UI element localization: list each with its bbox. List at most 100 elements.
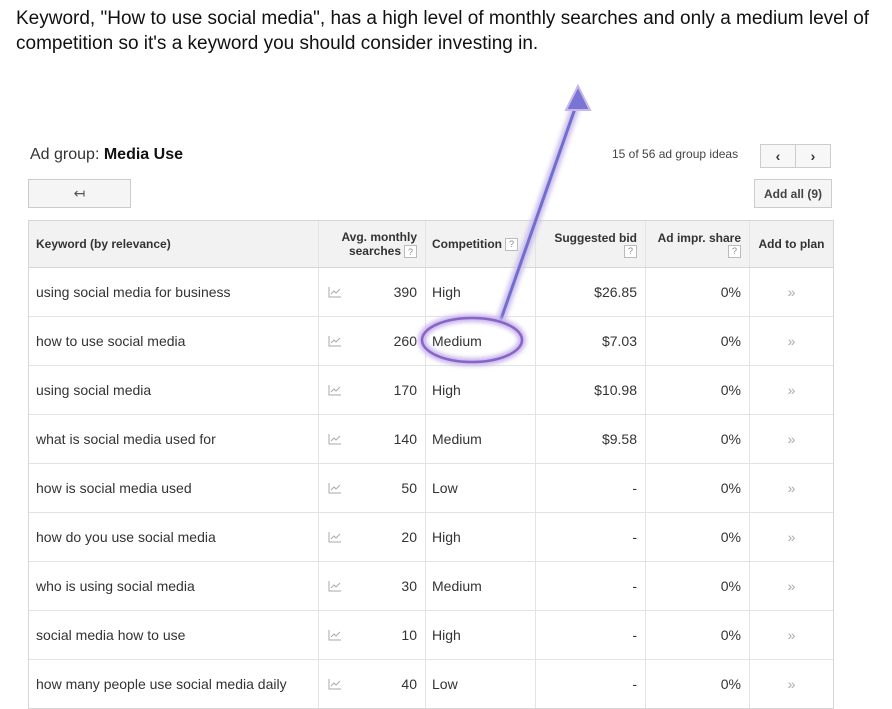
ad-group-prefix: Ad group: [30, 146, 100, 163]
keyword-cell: what is social media used for [29, 415, 319, 463]
header-competition[interactable]: Competition? [426, 221, 536, 267]
impr-share-cell: 0% [646, 660, 750, 708]
header-competition-label: Competition [432, 237, 502, 251]
keyword-cell: how to use social media [29, 317, 319, 365]
table-row: social media how to use 10 High -0% » [29, 611, 833, 660]
help-icon[interactable]: ? [505, 237, 518, 251]
keyword-cell: how is social media used [29, 464, 319, 512]
impr-share-cell: 0% [646, 562, 750, 610]
pager-nav: ‹ › [760, 144, 831, 168]
add-to-plan-button[interactable]: » [787, 382, 796, 398]
impr-share-cell: 0% [646, 366, 750, 414]
table-row: how many people use social media daily 40… [29, 660, 833, 708]
keyword-cell: how do you use social media [29, 513, 319, 561]
competition-cell: Low [426, 464, 536, 512]
searches-cell: 50 [351, 464, 426, 512]
impr-share-cell: 0% [646, 415, 750, 463]
competition-cell: High [426, 268, 536, 316]
caption-text: Keyword, "How to use social media", has … [16, 8, 870, 54]
impr-share-cell: 0% [646, 268, 750, 316]
add-to-plan-button[interactable]: » [787, 284, 796, 300]
competition-cell: Medium [426, 562, 536, 610]
keyword-cell: using social media [29, 366, 319, 414]
table-row: how to use social media 260 Medium $7.03 0% » [29, 317, 833, 366]
header-avg-searches[interactable]: Avg. monthly searches? [319, 221, 426, 267]
ad-group-title: Ad group: Media Use [30, 146, 183, 164]
table-row: who is using social media 30 Medium -0% » [29, 562, 833, 611]
header-keyword[interactable]: Keyword (by relevance) [29, 221, 319, 267]
impr-share-cell: 0% [646, 513, 750, 561]
searches-cell: 20 [351, 513, 426, 561]
add-to-plan-button[interactable]: » [787, 578, 796, 594]
bid-cell: - [536, 464, 646, 512]
prev-button[interactable]: ‹ [760, 144, 796, 168]
pager-text: 15 of 56 ad group ideas [612, 147, 739, 161]
keyword-cell: how many people use social media daily [29, 660, 319, 708]
impr-share-cell: 0% [646, 611, 750, 659]
header-impr-share[interactable]: Ad impr. share ? [646, 221, 750, 267]
trend-chart-icon[interactable] [319, 268, 351, 316]
help-icon[interactable]: ? [728, 244, 741, 258]
searches-cell: 10 [351, 611, 426, 659]
next-button[interactable]: › [796, 144, 831, 168]
add-to-plan-button[interactable]: » [787, 676, 796, 692]
competition-cell: High [426, 366, 536, 414]
bid-cell: - [536, 562, 646, 610]
searches-cell: 140 [351, 415, 426, 463]
keyword-cell: social media how to use [29, 611, 319, 659]
keyword-cell: who is using social media [29, 562, 319, 610]
chevron-left-icon: ‹ [775, 148, 781, 164]
searches-cell: 390 [351, 268, 426, 316]
add-to-plan-button[interactable]: » [787, 529, 796, 545]
add-all-button[interactable]: Add all (9) [754, 179, 832, 208]
header-avg-line1: Avg. monthly [341, 229, 417, 244]
add-to-plan-button[interactable]: » [787, 431, 796, 447]
header-impr-label: Ad impr. share [657, 230, 741, 245]
table-row: how is social media used 50 Low -0% » [29, 464, 833, 513]
searches-cell: 170 [351, 366, 426, 414]
competition-cell: Medium [426, 415, 536, 463]
add-to-plan-button[interactable]: » [787, 627, 796, 643]
bid-cell: $9.58 [536, 415, 646, 463]
header-add-to-plan: Add to plan [758, 237, 825, 251]
competition-cell: Medium [426, 317, 536, 365]
trend-chart-icon[interactable] [319, 562, 351, 610]
bid-cell: $7.03 [536, 317, 646, 365]
header-suggested-bid[interactable]: Suggested bid ? [536, 221, 646, 267]
help-icon[interactable]: ? [624, 244, 637, 258]
table-row: using social media 170 High $10.98 0% » [29, 366, 833, 415]
table-row: using social media for business 390 High $2… [29, 268, 833, 317]
trend-chart-icon[interactable] [319, 660, 351, 708]
bid-cell: - [536, 611, 646, 659]
back-arrow-icon: ↤ [73, 185, 86, 201]
ad-group-name: Media Use [103, 146, 183, 163]
trend-chart-icon[interactable] [319, 317, 351, 365]
keyword-table: Keyword (by relevance) Avg. monthly sear… [28, 220, 834, 709]
trend-chart-icon[interactable] [319, 464, 351, 512]
add-to-plan-button[interactable]: » [787, 480, 796, 496]
impr-share-cell: 0% [646, 464, 750, 512]
back-button[interactable]: ↤ [28, 179, 131, 208]
competition-cell: High [426, 611, 536, 659]
table-row: what is social media used for 140 Medium $9… [29, 415, 833, 464]
bid-cell: $26.85 [536, 268, 646, 316]
bid-cell: - [536, 513, 646, 561]
searches-cell: 30 [351, 562, 426, 610]
competition-cell: Low [426, 660, 536, 708]
bid-cell: $10.98 [536, 366, 646, 414]
trend-chart-icon[interactable] [319, 513, 351, 561]
chevron-right-icon: › [810, 148, 816, 164]
table-row: how do you use social media 20 High -0% » [29, 513, 833, 562]
competition-cell: High [426, 513, 536, 561]
table-header: Keyword (by relevance) Avg. monthly sear… [29, 221, 833, 268]
header-avg-line2: searches [348, 243, 401, 258]
searches-cell: 260 [351, 317, 426, 365]
keyword-cell: using social media for business [29, 268, 319, 316]
help-icon[interactable]: ? [404, 245, 417, 259]
trend-chart-icon[interactable] [319, 611, 351, 659]
trend-chart-icon[interactable] [319, 415, 351, 463]
add-to-plan-button[interactable]: » [787, 333, 796, 349]
header-bid-label: Suggested bid [554, 230, 637, 245]
trend-chart-icon[interactable] [319, 366, 351, 414]
impr-share-cell: 0% [646, 317, 750, 365]
